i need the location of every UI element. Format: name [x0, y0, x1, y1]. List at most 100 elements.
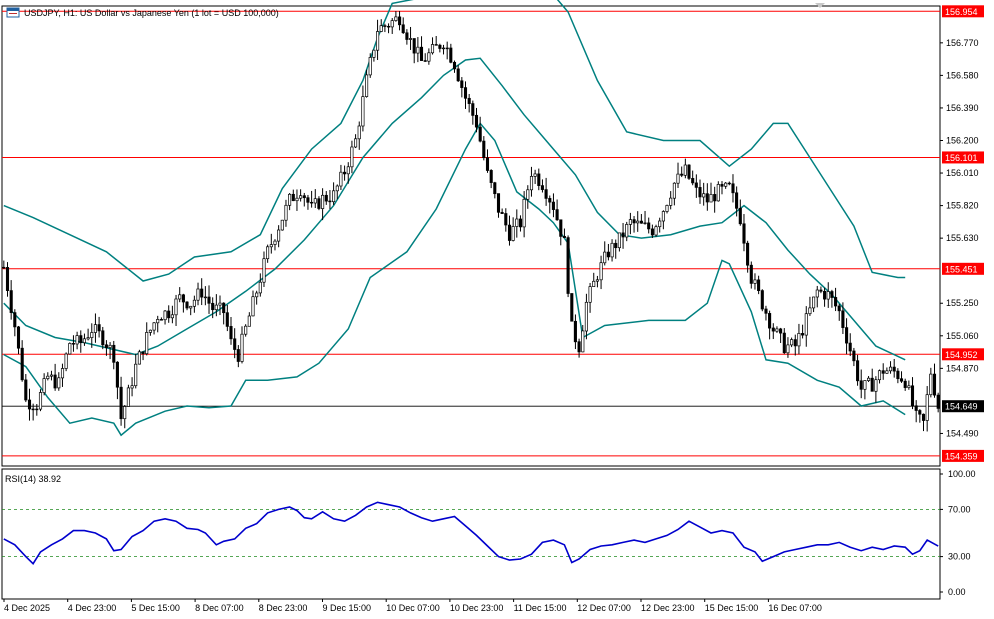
- candle-body-42: [156, 319, 160, 324]
- candle-body-51: [189, 305, 193, 309]
- level-tag-2-bg: [942, 262, 984, 275]
- candle-body-147: [540, 185, 544, 190]
- rsi-tick-label-0: 100.00: [948, 469, 976, 479]
- candle-body-191: [702, 193, 706, 198]
- candle-body-2: [9, 290, 13, 313]
- candle-body-239: [877, 370, 882, 381]
- candle-body-157: [577, 341, 581, 353]
- candle-body-41: [152, 322, 156, 331]
- candle-body-168: [617, 232, 621, 249]
- candle-body-99: [365, 74, 369, 97]
- candle-body-91: [335, 185, 339, 192]
- candle-body-119: [438, 44, 442, 49]
- candle-body-138: [507, 224, 512, 241]
- candle-body-215: [790, 339, 794, 346]
- candle-body-150: [551, 201, 555, 210]
- candle-body-210: [771, 327, 775, 332]
- time-tick-label-5: 9 Dec 15:00: [323, 603, 372, 613]
- candle-body-209: [768, 313, 772, 329]
- main-plot-border: [1, 5, 941, 467]
- candle-body-102: [376, 31, 380, 51]
- candle-body-176: [647, 222, 651, 230]
- candle-body-179: [658, 220, 662, 228]
- candle-body-255: [936, 394, 940, 409]
- candle-body-204: [749, 264, 753, 284]
- candle-body-178: [654, 226, 658, 236]
- candle-body-245: [899, 378, 904, 382]
- candle-body-16: [60, 368, 65, 379]
- time-tick-label-2: 5 Dec 15:00: [131, 603, 180, 613]
- candle-body-155: [570, 293, 574, 322]
- time-tick-label-10: 12 Dec 23:00: [641, 603, 695, 613]
- candle-body-49: [181, 294, 185, 303]
- candle-body-82: [302, 195, 306, 199]
- candle-body-133: [489, 170, 493, 183]
- candle-body-229: [841, 310, 845, 328]
- price-tick-label-8: 155.060: [946, 331, 979, 341]
- candle-body-122: [449, 47, 453, 63]
- bollinger-lower: [3, 122, 906, 437]
- candle-body-166: [610, 242, 614, 258]
- rsi-plot-border: [1, 468, 941, 600]
- candle-body-75: [277, 229, 281, 242]
- candle-body-64: [236, 349, 240, 362]
- candle-body-90: [332, 190, 336, 203]
- candle-body-159: [584, 301, 588, 332]
- candle-body-115: [423, 60, 427, 62]
- candle-body-242: [888, 366, 893, 372]
- candle-body-223: [819, 289, 823, 292]
- candle-body-220: [808, 307, 812, 315]
- candle-body-29: [108, 344, 112, 348]
- candle-body-188: [691, 178, 695, 184]
- rsi-indicator: [2, 501, 940, 565]
- candle-body-174: [639, 220, 643, 224]
- candle-body-199: [731, 183, 735, 194]
- candlesticks: [2, 11, 940, 432]
- candle-body-110: [405, 32, 409, 40]
- level-tag-0-label: 156.954: [945, 7, 978, 17]
- candle-body-114: [419, 46, 424, 61]
- candle-body-218: [801, 333, 805, 336]
- candle-body-20: [75, 335, 79, 345]
- candle-body-241: [885, 370, 889, 374]
- price-tick-label-1: 156.580: [946, 70, 979, 80]
- candle-body-182: [669, 197, 673, 206]
- candle-body-226: [830, 291, 834, 298]
- candle-body-40: [148, 329, 152, 333]
- candle-body-106: [390, 20, 394, 28]
- candle-body-213: [782, 332, 786, 354]
- candle-body-63: [233, 338, 237, 350]
- candle-body-84: [310, 201, 314, 204]
- candle-body-94: [346, 166, 350, 175]
- candle-body-37: [137, 351, 141, 365]
- candle-body-212: [779, 328, 783, 334]
- bollinger-bands: [3, 0, 906, 437]
- rsi-tick-label-2: 30.00: [948, 552, 971, 562]
- rsi-line: [3, 501, 939, 565]
- rsi-tick-label-1: 70.00: [948, 504, 971, 514]
- candle-body-192: [705, 193, 709, 203]
- level-tag-3-bg: [942, 348, 984, 361]
- chart-window-icon-bar: [7, 8, 19, 11]
- candle-body-141: [518, 218, 523, 228]
- candle-body-52: [192, 299, 196, 307]
- candle-body-54: [200, 288, 204, 298]
- candle-body-143: [526, 189, 530, 200]
- current-price-tag-bg: [942, 400, 984, 413]
- candle-body-225: [826, 291, 830, 300]
- price-tick-label-7: 155.250: [946, 298, 979, 308]
- chart-title: USDJPY, H1: US Dollar vs Japanese Yen (1…: [24, 8, 279, 18]
- candle-body-92: [339, 171, 343, 187]
- candle-body-224: [823, 290, 827, 300]
- candle-body-33: [123, 406, 127, 420]
- candle-body-50: [185, 301, 189, 309]
- candle-body-44: [163, 310, 167, 321]
- candle-body-244: [896, 370, 900, 380]
- candle-body-6: [24, 379, 28, 401]
- candle-body-27: [101, 330, 105, 346]
- candle-body-129: [474, 114, 479, 128]
- candle-body-105: [387, 25, 391, 28]
- scroll-marker-icon[interactable]: [815, 3, 825, 8]
- candle-body-9: [35, 408, 39, 411]
